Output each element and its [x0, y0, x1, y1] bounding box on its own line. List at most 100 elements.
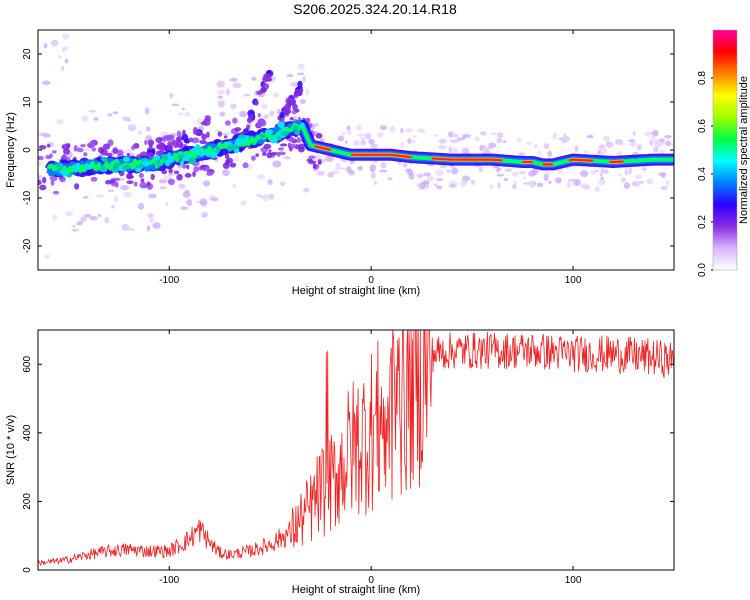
- noise-blob: [583, 150, 589, 154]
- noise-blob: [638, 180, 645, 184]
- noise-blob: [163, 175, 172, 180]
- y-tick-label: 0: [22, 567, 33, 573]
- signal-blob: [110, 178, 116, 184]
- noise-blob: [272, 160, 282, 168]
- hotspot: [56, 167, 62, 172]
- noise-blob: [216, 80, 226, 88]
- snr-x-ticks: -100 0 100: [159, 330, 582, 586]
- noise-blob: [563, 133, 567, 137]
- noise-blob: [642, 168, 647, 172]
- noise-blob: [658, 172, 667, 177]
- noise-blob: [43, 42, 48, 49]
- noise-blob: [422, 172, 432, 177]
- noise-blob: [616, 151, 623, 157]
- hotspot: [261, 134, 266, 139]
- hotspot: [205, 151, 212, 158]
- signal-blob: [270, 152, 279, 156]
- hotspot: [277, 121, 285, 128]
- noise-blob: [325, 155, 334, 162]
- signal-blob: [52, 190, 60, 195]
- noise-blob: [496, 173, 505, 177]
- noise-blob: [360, 139, 366, 146]
- noise-blob: [407, 137, 412, 144]
- noise-blob: [402, 163, 408, 168]
- signal-blob: [176, 173, 183, 181]
- noise-blob: [225, 88, 230, 96]
- branch-blob: [155, 150, 163, 156]
- noise-blob: [566, 181, 571, 189]
- noise-blob: [503, 178, 509, 182]
- hotspot: [100, 166, 106, 172]
- noise-blob: [122, 116, 130, 122]
- y-tick-label: 600: [22, 356, 33, 373]
- noise-blob: [411, 139, 416, 144]
- x-tick-label: -100: [159, 275, 179, 286]
- signal-blob: [66, 143, 71, 149]
- noise-blob: [567, 178, 576, 182]
- branch-blob: [139, 151, 148, 158]
- branch-blob: [282, 109, 288, 115]
- signal-blob: [167, 178, 176, 186]
- hotspot: [61, 170, 69, 177]
- hotspot: [215, 146, 220, 152]
- noise-blob: [61, 66, 65, 71]
- signal-blob: [313, 163, 317, 169]
- noise-blob: [305, 88, 310, 96]
- signal-blob: [112, 147, 118, 154]
- noise-blob: [448, 131, 453, 138]
- signal-blob: [217, 131, 223, 137]
- noise-blob: [400, 141, 404, 149]
- hotspot: [135, 168, 142, 173]
- noise-blob: [599, 147, 608, 155]
- noise-blob: [232, 183, 237, 189]
- noise-blob: [370, 171, 376, 179]
- noise-blob: [586, 134, 594, 139]
- signal-blob: [62, 154, 66, 160]
- branch-blob: [188, 137, 194, 143]
- noise-blob: [636, 183, 641, 187]
- signal-blob: [50, 180, 55, 186]
- noise-blob: [112, 111, 118, 115]
- noise-blob: [251, 76, 257, 81]
- noise-blob: [42, 133, 51, 138]
- signal-blob: [115, 182, 119, 188]
- noise-blob: [552, 132, 558, 140]
- noise-blob: [644, 131, 652, 137]
- branch-blob: [259, 88, 267, 94]
- noise-blob: [184, 112, 191, 117]
- noise-blob: [149, 216, 155, 223]
- signal-blob: [232, 117, 238, 124]
- noise-blob: [652, 146, 659, 153]
- signal-blob: [76, 147, 84, 153]
- colorbar: 0.0 0.2 0.4 0.6 0.8 Normalized spectral ampl…: [697, 29, 750, 277]
- noise-blob: [353, 142, 360, 146]
- noise-blob: [158, 179, 168, 184]
- noise-blob: [605, 141, 614, 148]
- snr-series-line: [38, 330, 674, 567]
- snr-y-ticks: 0 200 400 600: [22, 356, 674, 573]
- colorbar-label: Normalized spectral amplitude: [738, 76, 750, 224]
- signal-blob: [191, 137, 200, 144]
- noise-blob: [496, 132, 504, 138]
- y-tick-label: 10: [22, 96, 33, 108]
- noise-blob: [665, 179, 670, 187]
- noise-blob: [617, 173, 622, 177]
- noise-blob: [478, 166, 483, 173]
- noise-blob: [216, 89, 225, 96]
- signal-blob: [82, 152, 88, 157]
- branch-blob: [279, 111, 285, 118]
- noise-blob: [169, 92, 174, 99]
- branch-blob: [195, 131, 202, 137]
- noise-blob: [97, 214, 102, 218]
- noise-blob: [341, 132, 346, 136]
- noise-blob: [217, 100, 225, 108]
- hotspot: [111, 167, 119, 173]
- noise-blob: [459, 180, 467, 187]
- noise-blob: [200, 201, 208, 206]
- noise-blob: [387, 177, 393, 181]
- signal-blob: [155, 137, 163, 144]
- signal-blob: [105, 179, 112, 185]
- figure-title: S206.2025.324.20.14.R18: [293, 1, 457, 17]
- noise-blob: [299, 99, 306, 104]
- noise-blob: [555, 168, 564, 172]
